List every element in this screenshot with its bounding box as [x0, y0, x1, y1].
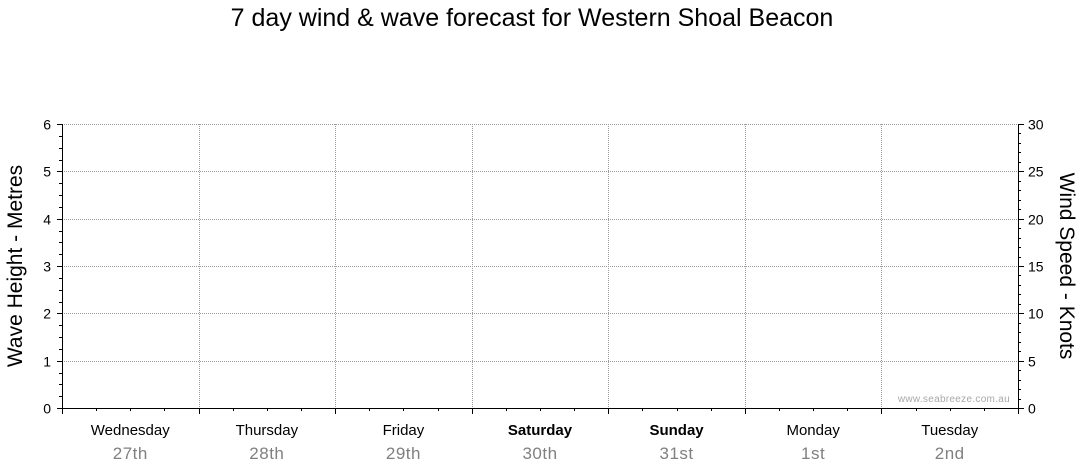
day-name-label: Monday: [786, 422, 840, 439]
watermark: www.seabreeze.com.au: [897, 394, 1010, 405]
day-name-label: Friday: [383, 422, 425, 439]
right-tick-label: 0: [1028, 401, 1036, 417]
day-date-label: 1st: [801, 444, 825, 463]
right-tick-label: 25: [1028, 164, 1044, 180]
day-date-label: 31st: [660, 444, 694, 463]
day-name-label: Wednesday: [91, 422, 170, 439]
day-name-label: Thursday: [236, 422, 299, 439]
left-tick-label: 0: [43, 401, 51, 417]
grid-layer: [62, 124, 1018, 408]
left-tick-label: 5: [43, 164, 51, 180]
left-tick-label: 1: [43, 354, 51, 370]
right-tick-label: 20: [1028, 212, 1044, 228]
day-date-label: 2nd: [935, 444, 965, 463]
day-date-label: 29th: [386, 444, 421, 463]
day-date-label: 30th: [522, 444, 557, 463]
y-axis-label-right: Wind Speed - Knots: [1055, 173, 1078, 360]
day-name-label: Sunday: [649, 422, 704, 439]
left-tick-label: 6: [43, 117, 51, 133]
axes-layer: [57, 124, 1024, 414]
chart-title: 7 day wind & wave forecast for Western S…: [230, 4, 834, 32]
labels-layer: 0 1 2 3 4 5 6 0 5 10 15 20 25 30 Wednesday 27th Thursday…: [43, 117, 1044, 464]
y-axis-label-left: Wave Height - Metres: [4, 165, 27, 367]
right-tick-label: 15: [1028, 259, 1044, 275]
left-tick-label: 2: [43, 306, 51, 322]
day-name-label: Tuesday: [921, 422, 978, 439]
right-tick-label: 10: [1028, 306, 1044, 322]
left-tick-label: 3: [43, 259, 51, 275]
day-name-label: Saturday: [508, 422, 573, 439]
right-tick-label: 5: [1028, 354, 1036, 370]
right-tick-label: 30: [1028, 117, 1044, 133]
day-date-label: 27th: [113, 444, 148, 463]
day-date-label: 28th: [249, 444, 284, 463]
left-tick-label: 4: [43, 212, 51, 228]
